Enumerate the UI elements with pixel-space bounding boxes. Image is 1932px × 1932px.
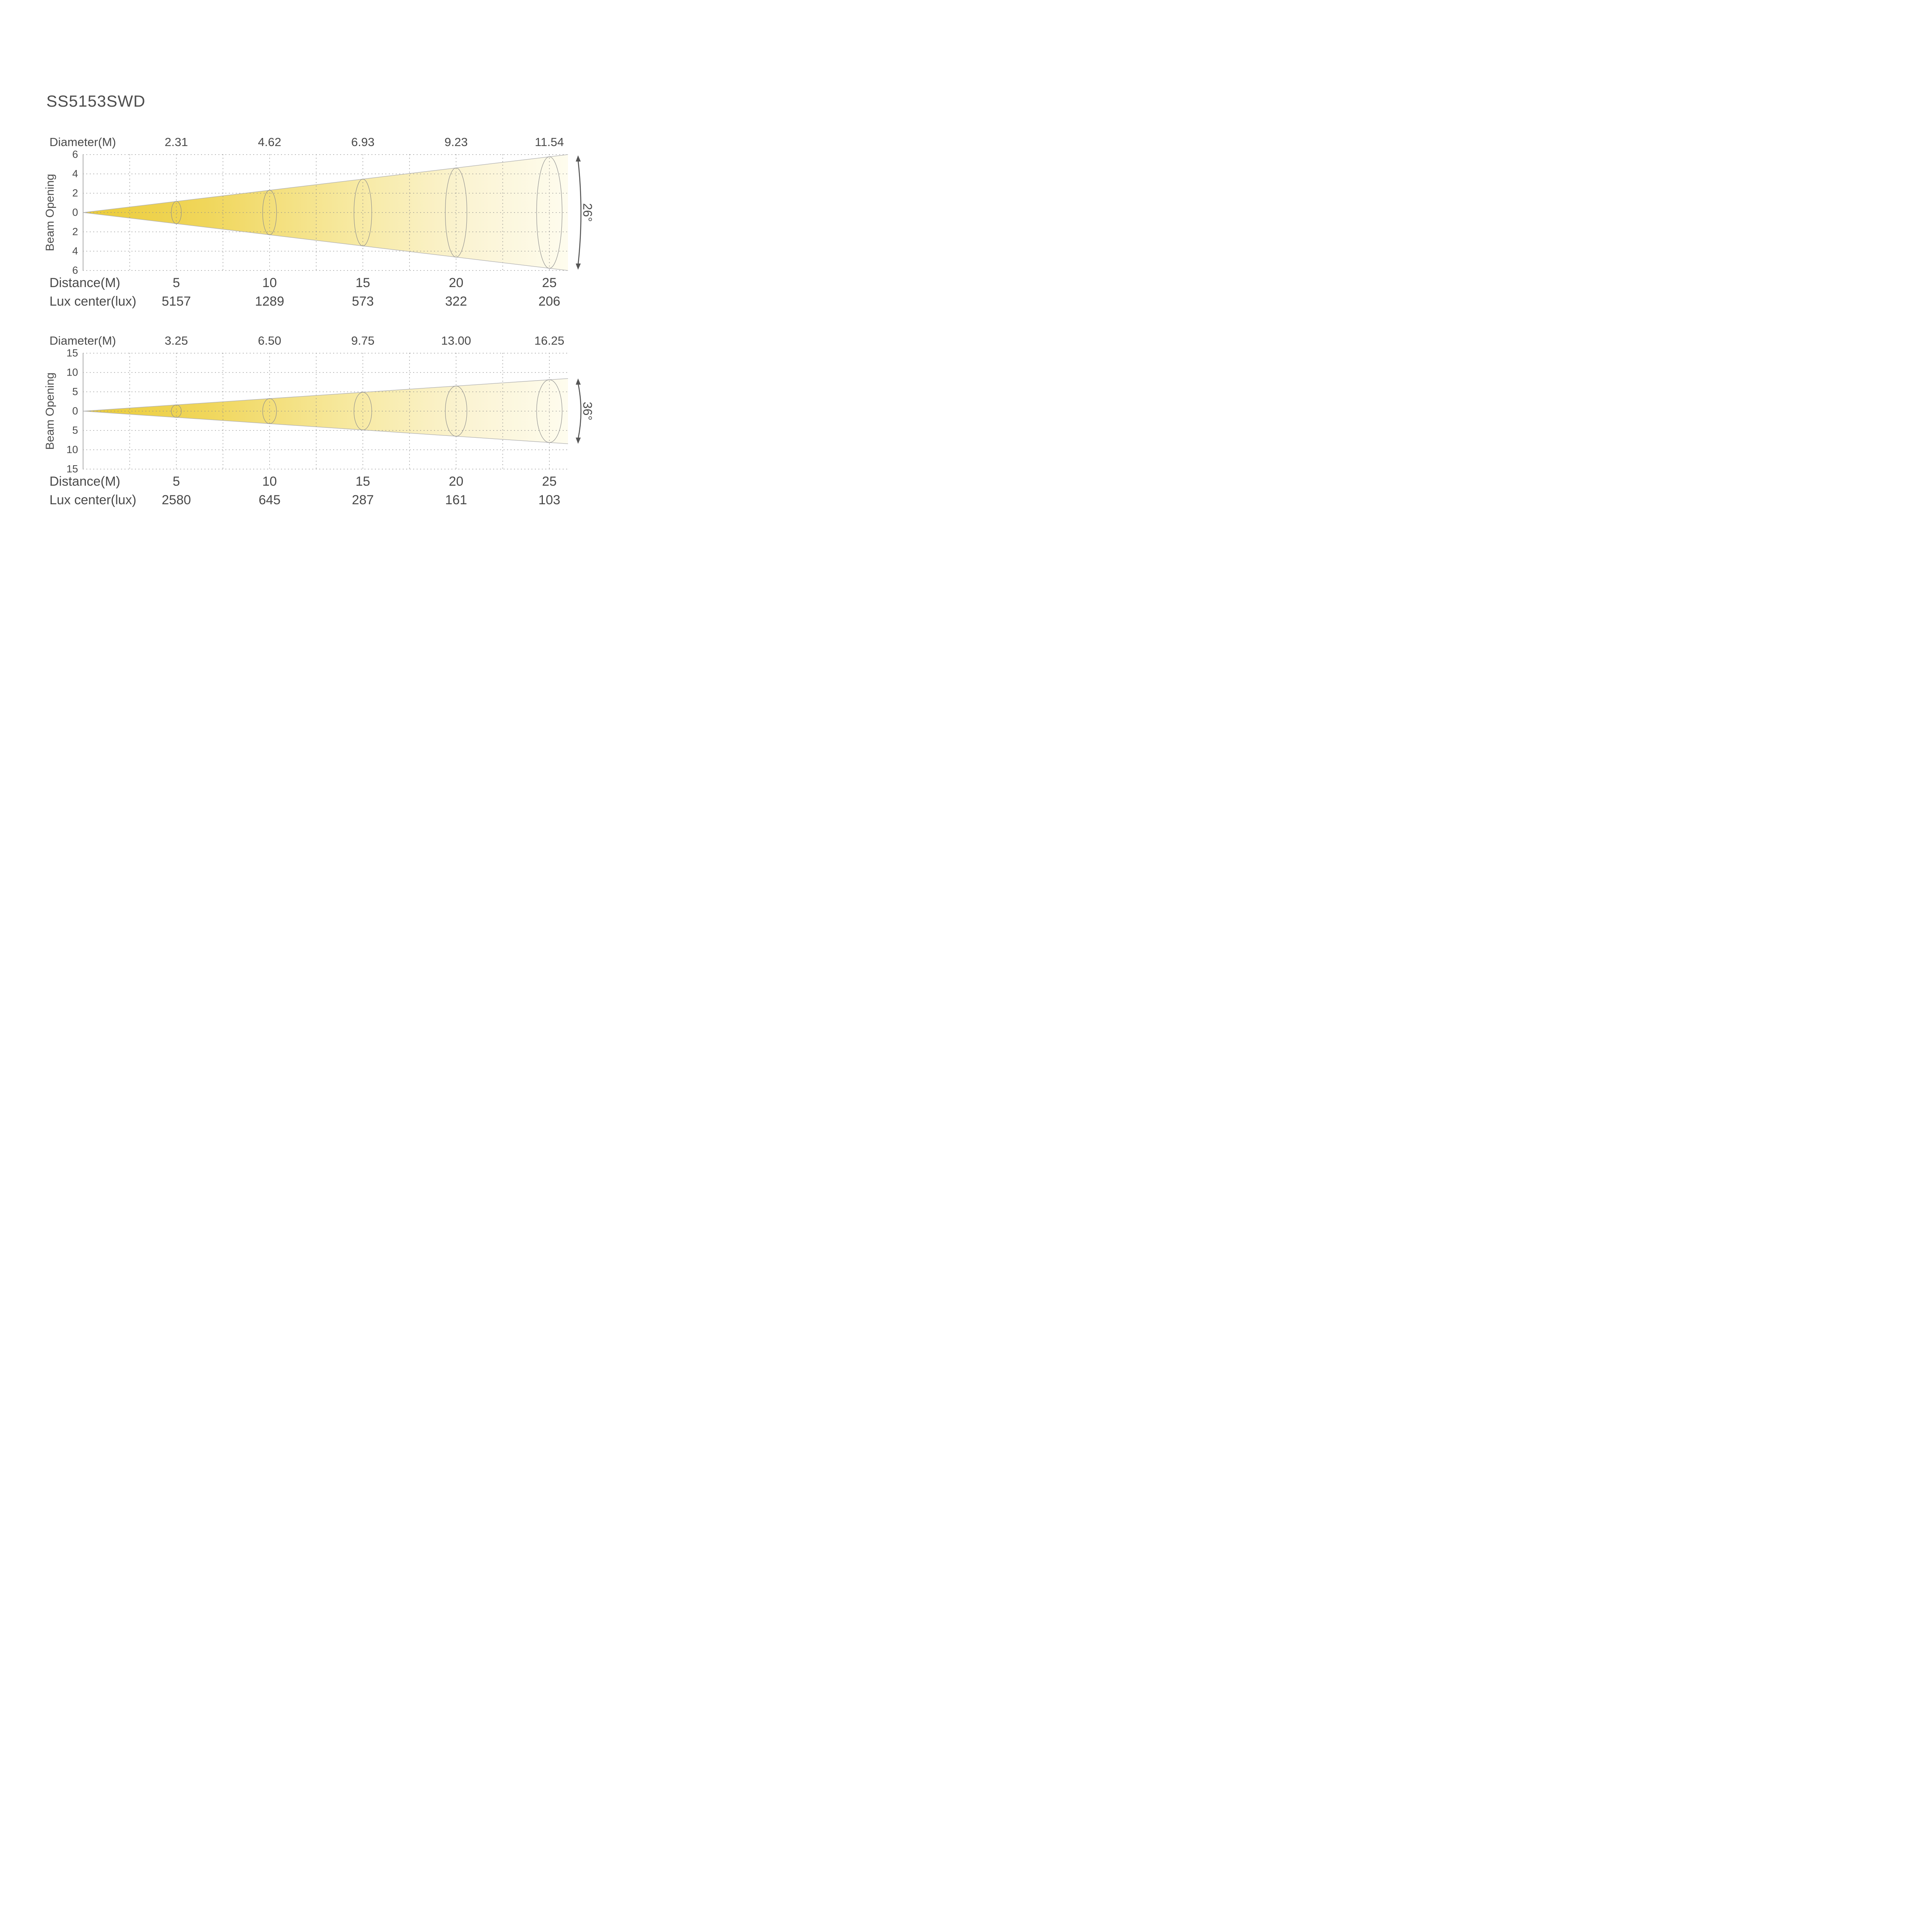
y-tick-label: 0 [72, 405, 78, 417]
product-title: SS5153SWD [46, 92, 146, 110]
beam-ellipse [536, 156, 563, 269]
lux-value: 645 [259, 493, 281, 507]
beam-ellipse [262, 398, 277, 424]
beam-ellipse [171, 405, 182, 418]
distance-value: 15 [355, 474, 370, 489]
diameter-value: 6.50 [258, 334, 281, 347]
lux-value: 206 [538, 294, 561, 309]
y-tick-label: 0 [72, 206, 78, 218]
beam-cone [83, 378, 568, 444]
lux-value: 161 [445, 493, 467, 507]
distance-value: 15 [355, 276, 370, 290]
distance-value: 25 [542, 276, 557, 290]
beam-plot-svg [83, 353, 582, 469]
distance-value: 10 [262, 276, 277, 290]
beam-ellipse [171, 201, 182, 224]
diameter-label: Diameter(M) [49, 334, 116, 347]
diameter-row: Diameter(M) 2.31 4.62 6.93 9.23 11.54 [0, 134, 616, 150]
beam-cone [83, 154, 568, 271]
y-tick-label: 2 [72, 187, 78, 199]
diameter-value: 11.54 [535, 135, 564, 149]
beam-edge-top [83, 378, 568, 412]
lux-value: 2580 [162, 493, 191, 507]
lux-label: Lux center(lux) [49, 294, 136, 309]
beam-ellipse [262, 190, 277, 235]
y-tick-label: 15 [66, 463, 78, 475]
angle-arrowhead-top [576, 378, 581, 385]
page: SS5153SWD Diameter(M) 2.31 4.62 6.93 9.23 11… [0, 0, 616, 616]
y-tick-label: 6 [72, 148, 78, 160]
diameter-value: 3.25 [165, 334, 188, 347]
angle-arrowhead-bottom [576, 437, 581, 444]
beam-plot-svg [83, 154, 582, 271]
beam-edge-bottom [83, 411, 568, 444]
angle-arrowhead-top [576, 155, 581, 162]
distance-row: Distance(M) 5 10 15 20 25 [0, 274, 616, 291]
y-axis-ticks: 15 10 5 0 5 10 15 [57, 347, 78, 475]
distance-value: 5 [172, 276, 180, 290]
y-tick-label: 10 [66, 444, 78, 456]
distance-value: 25 [542, 474, 557, 489]
y-tick-label: 15 [66, 347, 78, 359]
distance-label: Distance(M) [49, 276, 121, 290]
distance-row: Distance(M) 5 10 15 20 25 [0, 473, 616, 490]
distance-label: Distance(M) [49, 474, 121, 489]
lux-label: Lux center(lux) [49, 493, 136, 507]
diameter-value: 4.62 [258, 135, 281, 149]
diameter-value: 9.23 [444, 135, 468, 149]
diameter-value: 2.31 [165, 135, 188, 149]
y-tick-label: 5 [72, 386, 78, 398]
beam-ellipse [536, 379, 563, 443]
beam-ellipse [354, 179, 372, 247]
angle-arrowhead-bottom [576, 264, 581, 270]
y-tick-label: 5 [72, 424, 78, 436]
y-tick-label: 10 [66, 366, 78, 378]
lux-value: 1289 [255, 294, 284, 309]
y-tick-label: 4 [72, 168, 78, 180]
angle-arrow [577, 160, 582, 265]
y-tick-label: 6 [72, 264, 78, 276]
beam-angle-label: 36° [580, 401, 595, 421]
beam-edge-top [83, 154, 568, 213]
diameter-value: 13.00 [441, 334, 471, 347]
y-tick-label: 2 [72, 226, 78, 238]
beam-ellipse [445, 386, 467, 437]
lux-value: 5157 [162, 294, 191, 309]
beam-edge-bottom [83, 212, 568, 271]
diameter-label: Diameter(M) [49, 135, 116, 149]
lux-value: 287 [352, 493, 374, 507]
lux-value: 103 [538, 493, 561, 507]
diameter-row: Diameter(M) 3.25 6.50 9.75 13.00 16.25 [0, 333, 616, 349]
distance-value: 20 [449, 276, 464, 290]
y-axis-ticks: 6 4 2 0 2 4 6 [57, 149, 78, 276]
distance-value: 10 [262, 474, 277, 489]
beam-chart-26: Diameter(M) 2.31 4.62 6.93 9.23 11.54 Beam O… [0, 134, 616, 316]
beam-ellipse [354, 392, 372, 430]
beam-plot: Beam Opening 15 10 5 0 5 10 15 36° [0, 347, 616, 475]
lux-row: Lux center(lux) 5157 1289 573 322 206 [0, 293, 616, 310]
lux-row: Lux center(lux) 2580 645 287 161 103 [0, 492, 616, 509]
diameter-value: 16.25 [534, 334, 565, 347]
beam-chart-36: Diameter(M) 3.25 6.50 9.75 13.00 16.25 Beam … [0, 333, 616, 515]
lux-value: 573 [352, 294, 374, 309]
distance-value: 20 [449, 474, 464, 489]
diameter-value: 9.75 [351, 334, 375, 347]
y-tick-label: 4 [72, 245, 78, 257]
angle-arrow [577, 383, 582, 439]
diameter-value: 6.93 [351, 135, 375, 149]
beam-angle-label: 26° [580, 203, 595, 222]
lux-value: 322 [445, 294, 467, 309]
distance-value: 5 [172, 474, 180, 489]
beam-ellipse [445, 167, 467, 258]
